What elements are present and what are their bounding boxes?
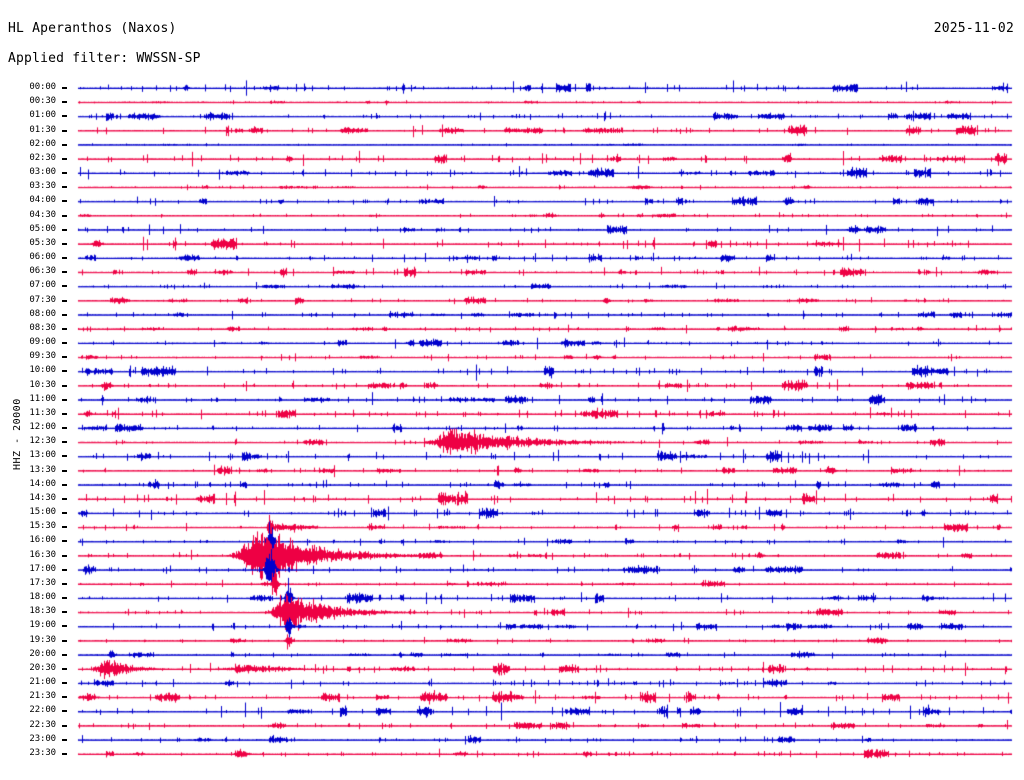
time-label: 21:00 bbox=[29, 677, 56, 688]
time-tick bbox=[62, 469, 67, 472]
time-label: 20:00 bbox=[29, 648, 56, 659]
time-label: 11:00 bbox=[29, 393, 56, 404]
time-tick bbox=[62, 157, 67, 160]
time-tick bbox=[62, 299, 67, 302]
time-label: 02:00 bbox=[29, 138, 56, 149]
time-tick bbox=[62, 710, 67, 713]
time-tick bbox=[62, 398, 67, 401]
time-tick bbox=[62, 115, 67, 118]
time-label: 00:00 bbox=[29, 82, 56, 92]
time-tick bbox=[62, 200, 67, 203]
time-label: 09:00 bbox=[29, 337, 56, 348]
time-tick bbox=[62, 752, 67, 755]
time-tick bbox=[62, 653, 67, 656]
time-tick bbox=[62, 682, 67, 685]
time-tick bbox=[62, 342, 67, 345]
time-tick bbox=[62, 597, 67, 600]
time-label: 07:30 bbox=[29, 294, 56, 305]
time-tick bbox=[62, 483, 67, 486]
time-label: 19:00 bbox=[29, 620, 56, 631]
time-tick bbox=[62, 526, 67, 529]
time-label: 20:30 bbox=[29, 662, 56, 673]
time-label: 12:30 bbox=[29, 436, 56, 447]
time-label: 18:00 bbox=[29, 592, 56, 603]
time-tick bbox=[62, 370, 67, 373]
time-label: 15:30 bbox=[29, 521, 56, 532]
time-tick bbox=[62, 625, 67, 628]
time-label: 07:00 bbox=[29, 280, 56, 291]
time-tick bbox=[62, 611, 67, 614]
time-label: 14:30 bbox=[29, 492, 56, 503]
time-tick bbox=[62, 172, 67, 175]
time-tick bbox=[62, 228, 67, 231]
time-label: 18:30 bbox=[29, 606, 56, 617]
time-label: 01:00 bbox=[29, 110, 56, 121]
time-label: 12:00 bbox=[29, 422, 56, 433]
time-tick bbox=[62, 441, 67, 444]
time-label: 10:30 bbox=[29, 379, 56, 390]
time-tick bbox=[62, 384, 67, 387]
time-label: 17:00 bbox=[29, 563, 56, 574]
time-tick bbox=[62, 696, 67, 699]
time-label: 05:30 bbox=[29, 237, 56, 248]
time-label: 15:00 bbox=[29, 507, 56, 518]
time-tick bbox=[62, 412, 67, 415]
time-tick bbox=[62, 356, 67, 359]
time-tick bbox=[62, 143, 67, 146]
time-tick bbox=[62, 257, 67, 260]
time-label: 23:00 bbox=[29, 733, 56, 744]
time-label: 22:00 bbox=[29, 705, 56, 716]
time-tick bbox=[62, 582, 67, 585]
time-tick bbox=[62, 214, 67, 217]
time-tick bbox=[62, 427, 67, 430]
time-label: 14:00 bbox=[29, 478, 56, 489]
time-label: 17:30 bbox=[29, 577, 56, 588]
time-label: 09:30 bbox=[29, 351, 56, 362]
time-tick bbox=[62, 455, 67, 458]
time-tick bbox=[62, 554, 67, 557]
time-tick bbox=[62, 242, 67, 245]
time-tick bbox=[62, 186, 67, 189]
time-tick bbox=[62, 738, 67, 741]
time-label: 13:30 bbox=[29, 464, 56, 475]
time-label: 03:30 bbox=[29, 181, 56, 192]
time-tick bbox=[62, 271, 67, 274]
time-label: 00:30 bbox=[29, 96, 56, 107]
time-tick bbox=[62, 568, 67, 571]
time-label: 22:30 bbox=[29, 719, 56, 730]
time-label: 06:00 bbox=[29, 252, 56, 263]
time-tick bbox=[62, 540, 67, 543]
time-label: 10:00 bbox=[29, 365, 56, 376]
time-tick bbox=[62, 497, 67, 500]
time-label: 05:00 bbox=[29, 223, 56, 234]
time-label: 03:00 bbox=[29, 167, 56, 178]
time-label: 21:30 bbox=[29, 691, 56, 702]
time-label: 08:30 bbox=[29, 322, 56, 333]
time-label: 04:30 bbox=[29, 209, 56, 220]
time-label: 16:30 bbox=[29, 549, 56, 560]
time-label: 02:30 bbox=[29, 152, 56, 163]
time-tick bbox=[62, 87, 67, 89]
time-label: 23:30 bbox=[29, 747, 56, 758]
time-tick bbox=[62, 512, 67, 515]
time-tick bbox=[62, 285, 67, 288]
time-label: 06:30 bbox=[29, 266, 56, 277]
time-label: 01:30 bbox=[29, 124, 56, 135]
time-label: 04:00 bbox=[29, 195, 56, 206]
time-label: 11:30 bbox=[29, 407, 56, 418]
time-label: 13:00 bbox=[29, 450, 56, 461]
time-tick bbox=[62, 667, 67, 670]
time-label: 16:00 bbox=[29, 535, 56, 546]
time-label: 19:30 bbox=[29, 634, 56, 645]
time-label: 08:00 bbox=[29, 308, 56, 319]
time-tick bbox=[62, 724, 67, 727]
time-tick bbox=[62, 129, 67, 132]
time-tick bbox=[62, 313, 67, 316]
time-tick bbox=[62, 327, 67, 330]
time-tick bbox=[62, 639, 67, 642]
time-tick bbox=[62, 101, 67, 104]
